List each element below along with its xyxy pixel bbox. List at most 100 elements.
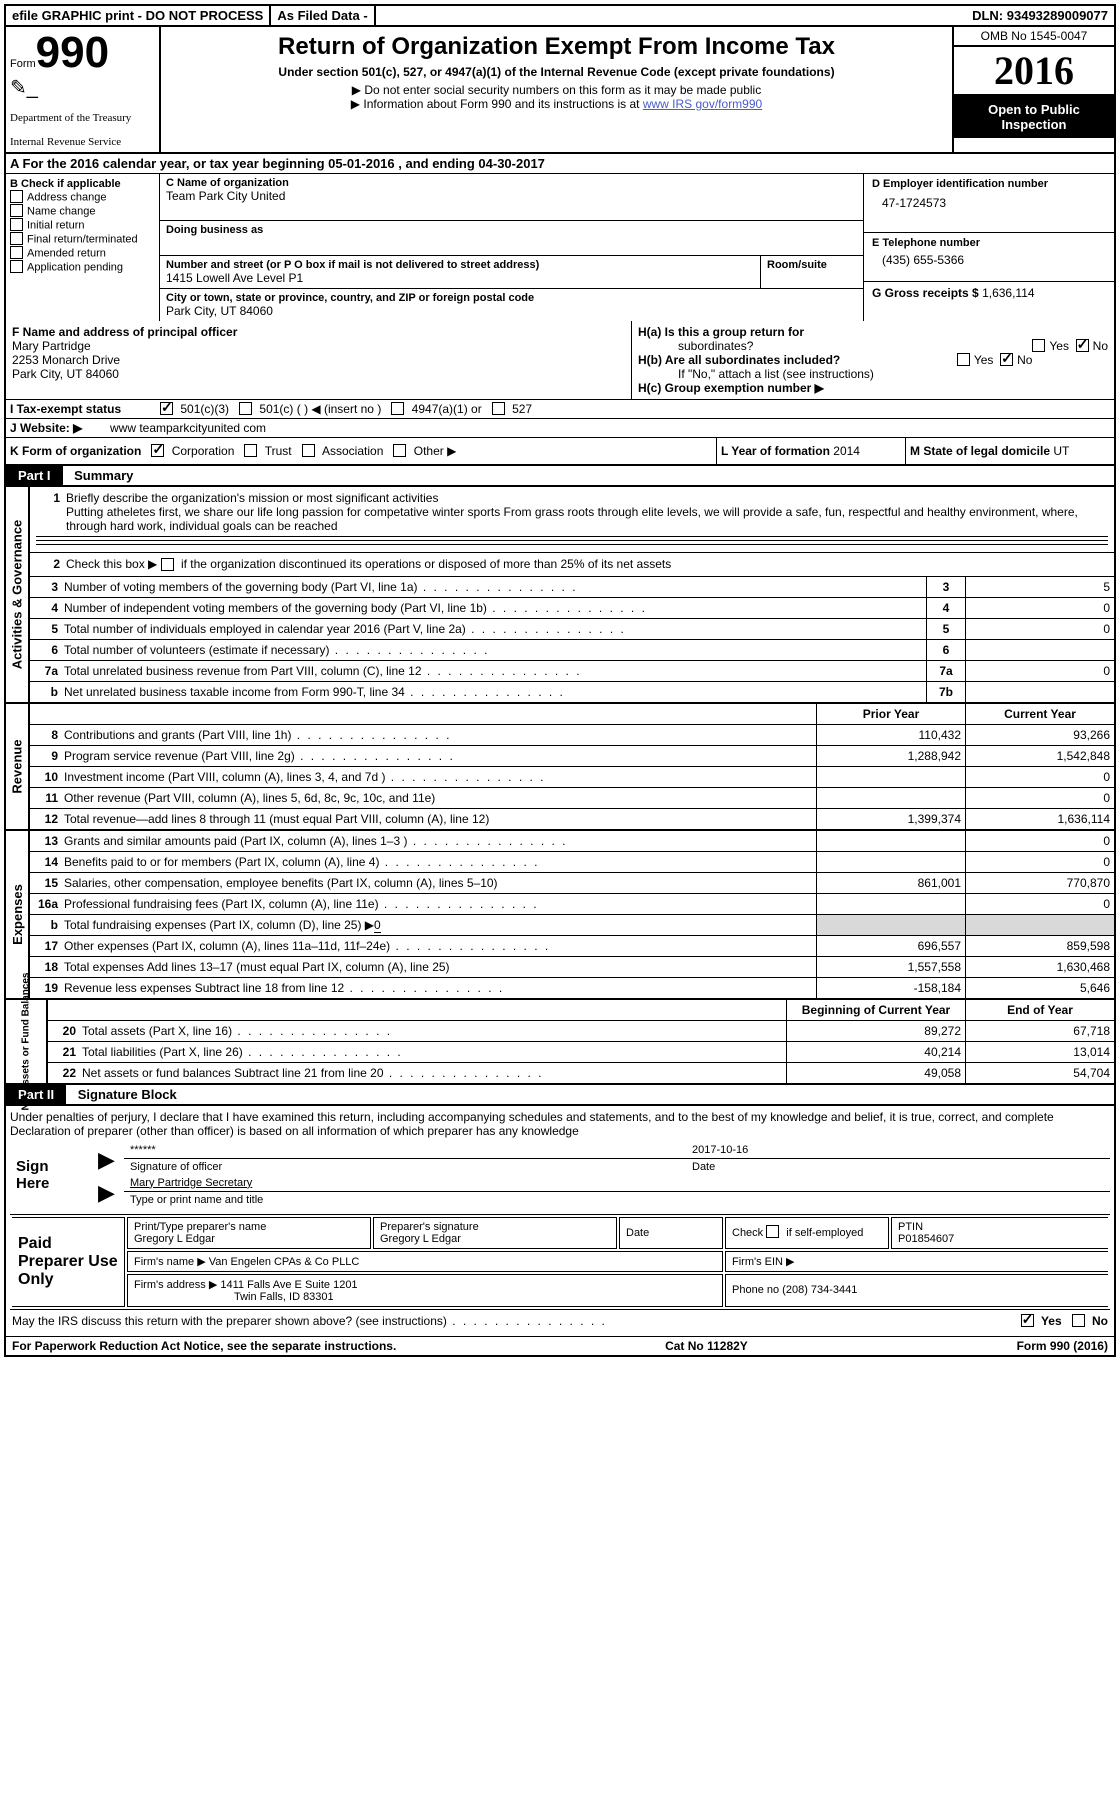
efile-notice: efile GRAPHIC print - DO NOT PROCESS (6, 6, 271, 25)
officer-city: Park City, UT 84060 (12, 367, 625, 381)
checkbox-501c3[interactable] (160, 402, 173, 415)
checkbox-ha-no[interactable] (1076, 339, 1089, 352)
title-box: Return of Organization Exempt From Incom… (161, 27, 954, 152)
vlabel-revenue: Revenue (6, 704, 30, 829)
signature-section: Under penalties of perjury, I declare th… (6, 1106, 1114, 1336)
arrow-icon: ▶ (98, 1180, 115, 1205)
checkbox-pending[interactable] (10, 260, 23, 273)
section-f: F Name and address of principal officer … (6, 321, 632, 399)
section-f-h: F Name and address of principal officer … (6, 321, 1114, 400)
section-c: C Name of organization Team Park City Un… (160, 174, 863, 321)
paperwork-notice: For Paperwork Reduction Act Notice, see … (12, 1339, 396, 1353)
sign-here-table: Sign Here ▶ ****** 2017-10-16 Signature … (10, 1142, 1110, 1208)
activities-table: 3Number of voting members of the governi… (30, 577, 1114, 702)
section-b: B Check if applicable Address change Nam… (6, 174, 160, 321)
checkbox-assoc[interactable] (302, 444, 315, 457)
irs-link[interactable]: www IRS gov/form990 (643, 97, 762, 111)
checkbox-527[interactable] (492, 402, 505, 415)
checkbox-address-change[interactable] (10, 190, 23, 203)
sig-date: 2017-10-16 (686, 1142, 1110, 1159)
form-header: Form990 ✎_ Department of the Treasury In… (6, 27, 1114, 154)
arrow-icon: ▶ (98, 1147, 115, 1172)
form-990-page: efile GRAPHIC print - DO NOT PROCESS As … (4, 4, 1116, 1357)
sign-here-label: Sign Here (10, 1142, 92, 1208)
org-name: Team Park City United (166, 189, 857, 203)
section-b-to-g: B Check if applicable Address change Nam… (6, 174, 1114, 321)
mission-statement: Putting atheletes first, we share our li… (36, 505, 1108, 533)
tax-year: 2016 (954, 47, 1114, 96)
checkbox-name-change[interactable] (10, 204, 23, 217)
officer-print-name: Mary Partridge Secretary (124, 1175, 1110, 1192)
open-inspection: Open to Public Inspection (954, 96, 1114, 138)
checkbox-501c[interactable] (239, 402, 252, 415)
section-d-e-g: D Employer identification number 47-1724… (863, 174, 1114, 321)
section-k-l-m: K Form of organization Corporation Trust… (6, 438, 1114, 466)
paid-preparer-label: Paid Preparer Use Only (12, 1217, 125, 1307)
bullet-1: ▶ Do not enter social security numbers o… (171, 83, 942, 97)
checkbox-self-employed[interactable] (766, 1225, 779, 1238)
bullet-2: ▶ Information about Form 990 and its ins… (171, 97, 942, 111)
revenue-table: Prior YearCurrent Year 8Contributions an… (30, 704, 1114, 829)
firm-addr2: Twin Falls, ID 83301 (134, 1291, 334, 1303)
section-a: A For the 2016 calendar year, or tax yea… (6, 154, 1114, 174)
year-formation: 2014 (833, 444, 860, 458)
ptin: P01854607 (898, 1233, 1102, 1245)
revenue-section: Revenue Prior YearCurrent Year 8Contribu… (6, 704, 1114, 831)
omb-year-box: OMB No 1545-0047 2016 Open to Public Ins… (954, 27, 1114, 152)
form-id-footer: Form 990 (2016) (1017, 1339, 1108, 1353)
checkbox-discuss-no[interactable] (1072, 1314, 1085, 1327)
officer-street: 2253 Monarch Drive (12, 353, 625, 367)
dept-irs: Internal Revenue Service (10, 136, 155, 148)
preparer-signature: Gregory L Edgar (380, 1233, 610, 1245)
section-j: J Website: ▶ www teamparkcityunited com (6, 419, 1114, 438)
checkbox-initial-return[interactable] (10, 218, 23, 231)
state-domicile: UT (1053, 444, 1069, 458)
expenses-section: Expenses 13Grants and similar amounts pa… (6, 831, 1114, 1000)
form-title: Return of Organization Exempt From Incom… (171, 33, 942, 61)
vlabel-activities: Activities & Governance (6, 487, 30, 701)
activities-governance-section: Activities & Governance 1Briefly describ… (6, 487, 1114, 703)
officer-name: Mary Partridge (12, 339, 625, 353)
website: www teamparkcityunited com (110, 421, 266, 435)
officer-sig: ****** (124, 1142, 686, 1159)
gross-receipts: 1,636,114 (982, 286, 1035, 300)
cat-no: Cat No 11282Y (665, 1339, 748, 1353)
checkbox-trust[interactable] (244, 444, 257, 457)
preparer-name: Gregory L Edgar (134, 1233, 364, 1245)
as-filed: As Filed Data - (271, 6, 375, 25)
checkbox-other[interactable] (393, 444, 406, 457)
ein: 47-1724573 (872, 190, 1106, 216)
footer: For Paperwork Reduction Act Notice, see … (6, 1336, 1114, 1355)
checkbox-hb-yes[interactable] (957, 353, 970, 366)
top-bar: efile GRAPHIC print - DO NOT PROCESS As … (6, 6, 1114, 27)
city-state-zip: Park City, UT 84060 (166, 304, 857, 318)
omb-number: OMB No 1545-0047 (954, 27, 1114, 47)
checkbox-amended[interactable] (10, 246, 23, 259)
checkbox-4947[interactable] (391, 402, 404, 415)
checkbox-hb-no[interactable] (1000, 353, 1013, 366)
discuss-row: May the IRS discuss this return with the… (10, 1310, 1110, 1332)
part-1-header: Part I Summary (6, 466, 1114, 487)
net-assets-table: Beginning of Current YearEnd of Year 20T… (48, 1000, 1114, 1083)
dln: DLN: 93493289009077 (376, 6, 1114, 25)
street: 1415 Lowell Ave Level P1 (166, 271, 754, 285)
expenses-table: 13Grants and similar amounts paid (Part … (30, 831, 1114, 998)
firm-phone: (208) 734-3441 (782, 1284, 857, 1296)
checkbox-discuss-yes[interactable] (1021, 1314, 1034, 1327)
net-assets-section: Net Assets or Fund Balances Beginning of… (6, 1000, 1114, 1085)
vlabel-net-assets: Net Assets or Fund Balances (6, 1000, 48, 1083)
checkbox-corp[interactable] (151, 444, 164, 457)
dept-treasury: Department of the Treasury (10, 112, 155, 124)
firm-name: Van Engelen CPAs & Co PLLC (209, 1256, 360, 1268)
checkbox-ha-yes[interactable] (1032, 339, 1045, 352)
section-i: I Tax-exempt status 501(c)(3) 501(c) ( )… (6, 400, 1114, 419)
firm-addr1: 1411 Falls Ave E Suite 1201 (220, 1279, 357, 1291)
form-id-box: Form990 ✎_ Department of the Treasury In… (6, 27, 161, 152)
checkbox-discontinued[interactable] (161, 558, 174, 571)
paid-preparer-table: Paid Preparer Use Only Print/Type prepar… (10, 1214, 1110, 1310)
perjury-declaration: Under penalties of perjury, I declare th… (10, 1110, 1110, 1138)
section-h: H(a) Is this a group return for subordin… (632, 321, 1114, 399)
form-subtitle: Under section 501(c), 527, or 4947(a)(1)… (171, 65, 942, 79)
checkbox-final-return[interactable] (10, 232, 23, 245)
part-2-header: Part II Signature Block (6, 1085, 1114, 1106)
